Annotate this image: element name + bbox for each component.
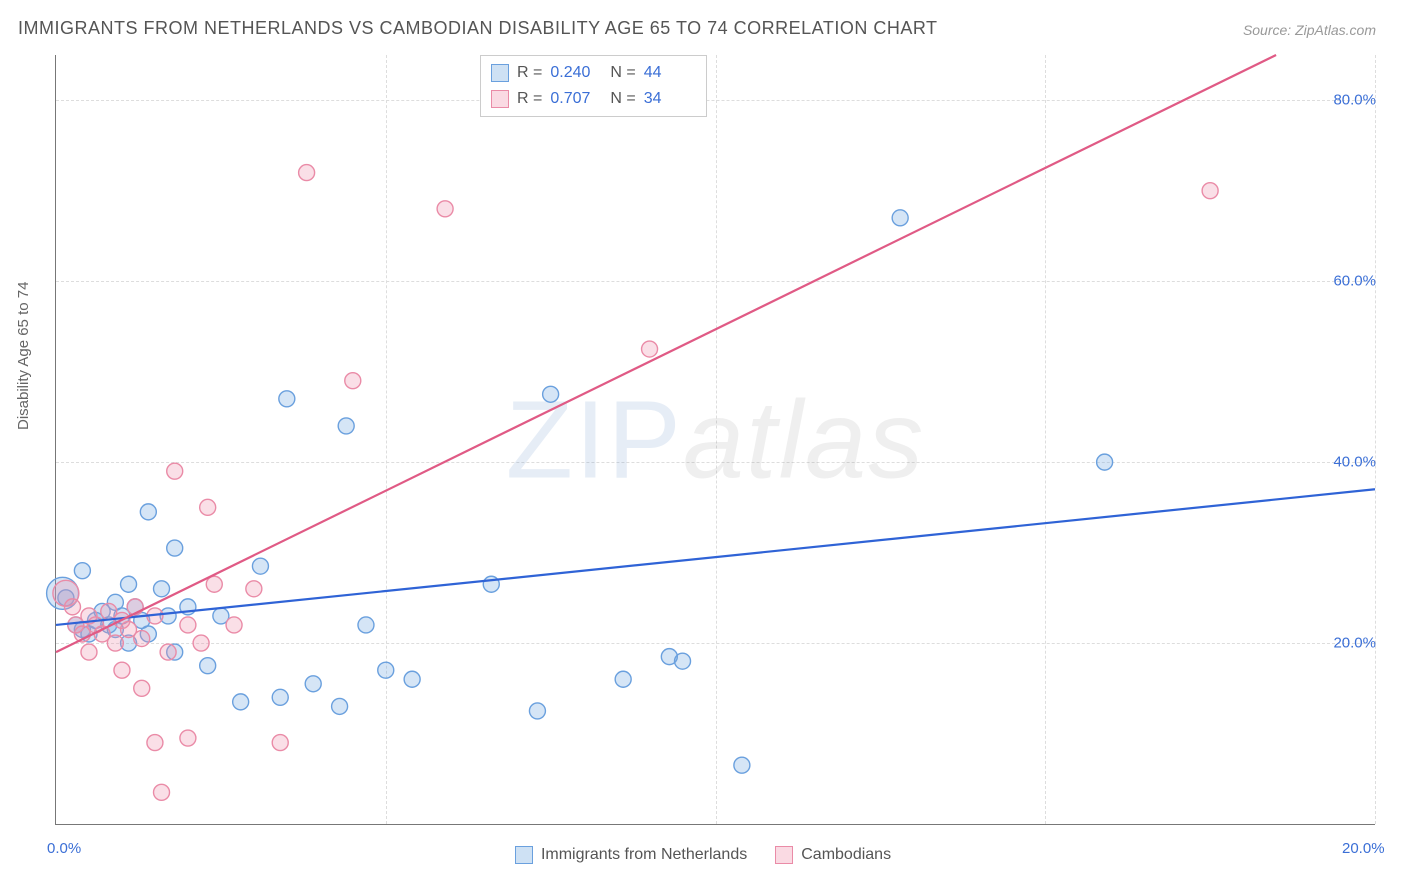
legend-swatch-0 [491,64,509,82]
legend-stats-row-0: R = 0.240 N = 44 [491,60,696,86]
data-point [272,689,288,705]
data-point [167,540,183,556]
data-point [160,644,176,660]
legend-label-1: Cambodians [801,846,891,864]
r-label: R = [517,60,542,86]
legend-swatch-1 [491,90,509,108]
data-point [1097,454,1113,470]
data-point [134,680,150,696]
r-value-0: 0.240 [550,60,602,86]
data-point [180,730,196,746]
data-point [338,418,354,434]
data-point [107,635,123,651]
data-point [358,617,374,633]
r-label: R = [517,86,542,112]
data-point [114,662,130,678]
legend-item-1: Cambodians [775,846,891,864]
legend-stats: R = 0.240 N = 44 R = 0.707 N = 34 [480,55,707,117]
n-label: N = [610,86,635,112]
n-value-0: 44 [644,60,696,86]
data-point [154,784,170,800]
r-value-1: 0.707 [550,86,602,112]
data-point [378,662,394,678]
data-point [206,576,222,592]
fit-line [56,489,1375,625]
data-point [675,653,691,669]
x-tick-label: 0.0% [47,840,81,857]
data-point [121,576,137,592]
data-point [134,631,150,647]
data-point [200,499,216,515]
chart-title: IMMIGRANTS FROM NETHERLANDS VS CAMBODIAN… [18,18,938,39]
data-point [200,658,216,674]
data-point [64,599,80,615]
data-point [180,617,196,633]
legend-swatch-0 [515,846,533,864]
data-point [615,671,631,687]
legend-series: Immigrants from Netherlands Cambodians [0,846,1406,864]
data-point [305,676,321,692]
data-point [74,563,90,579]
source-label: Source: ZipAtlas.com [1243,22,1376,38]
data-point [642,341,658,357]
y-axis-label: Disability Age 65 to 74 [15,282,32,430]
data-point [332,698,348,714]
n-label: N = [610,60,635,86]
data-point [279,391,295,407]
data-point [734,757,750,773]
legend-label-0: Immigrants from Netherlands [541,846,747,864]
data-point [404,671,420,687]
data-point [167,463,183,479]
data-point [272,735,288,751]
data-point [140,504,156,520]
data-point [81,644,97,660]
data-point [543,386,559,402]
data-point [147,735,163,751]
n-value-1: 34 [644,86,696,112]
data-point [892,210,908,226]
data-point [437,201,453,217]
legend-swatch-1 [775,846,793,864]
plot-svg [56,55,1375,824]
data-point [193,635,209,651]
plot-area: ZIPatlas [55,55,1375,825]
legend-stats-row-1: R = 0.707 N = 34 [491,86,696,112]
data-point [529,703,545,719]
data-point [1202,183,1218,199]
data-point [252,558,268,574]
data-point [345,373,361,389]
data-point [233,694,249,710]
x-tick-label: 20.0% [1342,840,1385,857]
data-point [154,581,170,597]
legend-item-0: Immigrants from Netherlands [515,846,747,864]
data-point [299,165,315,181]
vgridline [1375,55,1376,824]
data-point [246,581,262,597]
data-point [226,617,242,633]
